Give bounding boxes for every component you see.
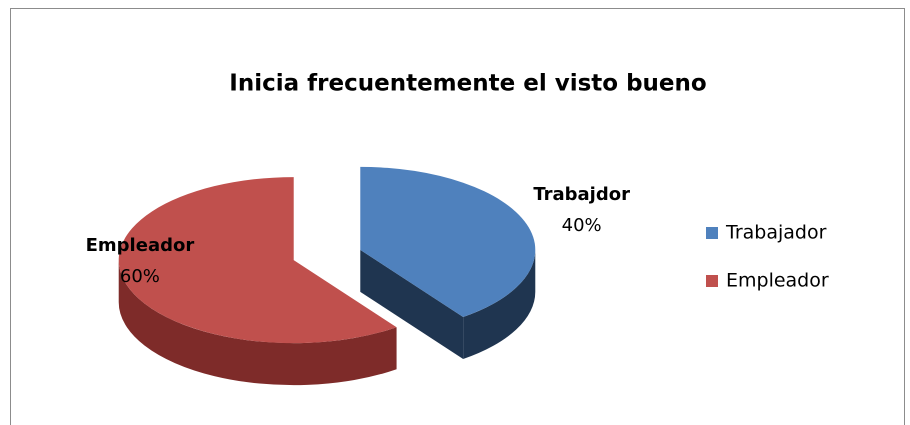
legend-label: Empleador bbox=[726, 270, 829, 292]
slice bbox=[360, 166, 536, 318]
slice-side bbox=[463, 249, 536, 360]
data-label-name: Trabajdor bbox=[533, 184, 630, 205]
legend-swatch bbox=[706, 227, 718, 239]
slice bbox=[118, 177, 397, 344]
data-label-name: Empleador bbox=[86, 235, 195, 256]
legend-label: Trabajador bbox=[725, 222, 827, 244]
slice-side bbox=[118, 260, 397, 386]
legend-swatch bbox=[706, 275, 718, 287]
slice-face bbox=[360, 249, 464, 360]
chart-title: Inicia frecuentemente el visto bueno bbox=[229, 71, 706, 97]
data-label-value: 40% bbox=[562, 215, 602, 236]
data-label-value: 60% bbox=[120, 266, 160, 287]
